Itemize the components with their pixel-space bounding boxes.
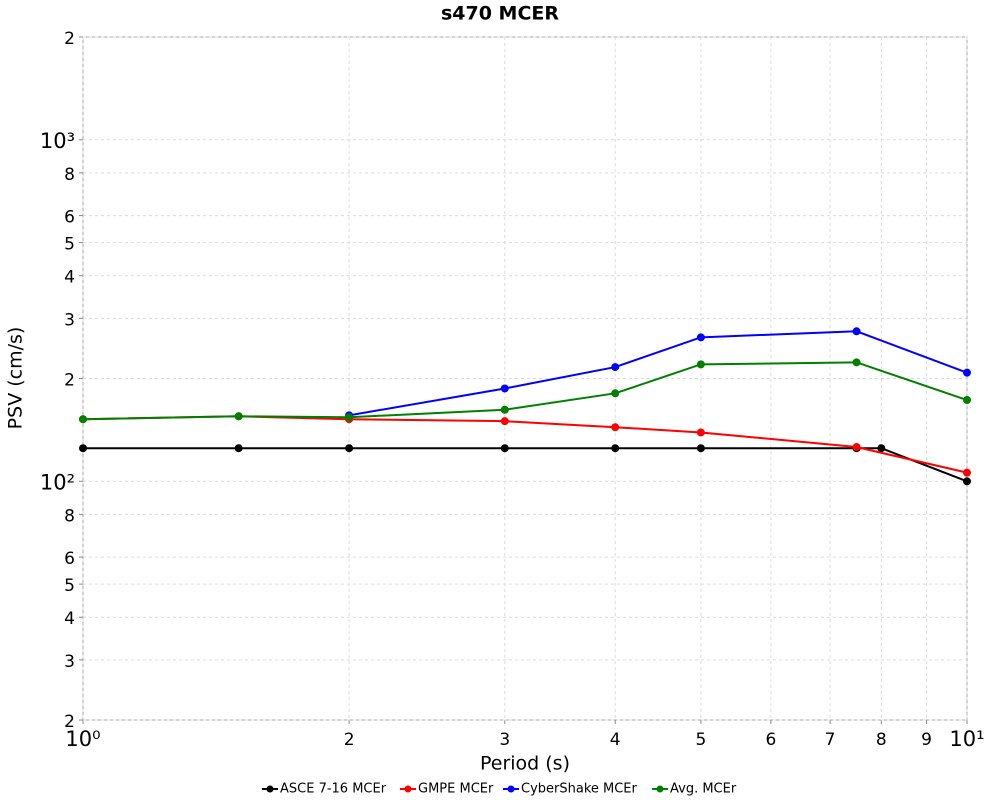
legend-marker <box>266 785 274 793</box>
legend-label: CyberShake MCEr <box>521 782 638 797</box>
legend-label: GMPE MCEr <box>418 782 494 797</box>
data-point <box>852 327 861 336</box>
x-tick-label: 3 <box>499 730 510 750</box>
x-tick-label: 8 <box>876 730 887 750</box>
data-point <box>696 428 705 437</box>
y-tick-label: 10³ <box>40 129 75 153</box>
legend-marker <box>404 785 412 793</box>
legend-label: Avg. MCEr <box>670 782 737 797</box>
legend-marker <box>656 785 664 793</box>
data-point <box>611 389 620 398</box>
data-point <box>877 444 886 453</box>
data-point <box>852 358 861 367</box>
chart-title: s470 MCER <box>441 3 559 25</box>
x-tick-label: 5 <box>695 730 706 750</box>
y-tick-label: 5 <box>64 576 75 596</box>
y-tick-label: 3 <box>64 310 75 330</box>
series-line <box>82 361 968 421</box>
x-tick-label: 4 <box>610 730 621 750</box>
x-tick-label: 9 <box>921 730 932 750</box>
y-tick-label: 8 <box>64 165 75 185</box>
data-point <box>611 423 620 432</box>
series-line <box>348 330 968 417</box>
data-point <box>500 417 509 426</box>
data-point <box>963 468 971 477</box>
x-axis-label: Period (s) <box>480 753 570 775</box>
data-point <box>345 444 354 453</box>
legend-marker <box>507 785 515 793</box>
y-tick-label: 4 <box>64 609 75 629</box>
x-tick-label: 10⁰ <box>65 727 100 751</box>
data-point <box>611 363 620 372</box>
data-point <box>852 443 861 452</box>
data-point <box>234 444 243 453</box>
y-axis-label: PSV (cm/s) <box>5 327 27 430</box>
data-point <box>963 368 971 377</box>
y-tick-label: 2 <box>64 371 75 391</box>
y-tick-label: 4 <box>64 268 75 288</box>
data-point <box>345 413 354 422</box>
y-tick-label: 5 <box>64 235 75 255</box>
x-tick-label: 6 <box>765 730 776 750</box>
data-point <box>611 444 620 453</box>
y-tick-label: 8 <box>64 506 75 526</box>
y-tick-label: 10² <box>40 470 75 494</box>
data-point <box>234 412 243 421</box>
data-point <box>963 477 971 486</box>
y-tick-label: 2 <box>64 712 75 732</box>
data-point <box>500 384 509 393</box>
data-point <box>79 444 87 453</box>
x-tick-label: 2 <box>344 730 355 750</box>
data-point <box>79 415 87 424</box>
data-point <box>963 396 971 405</box>
plot-area <box>82 36 968 721</box>
y-tick-label: 6 <box>64 549 75 569</box>
y-tick-label: 3 <box>64 652 75 672</box>
data-point <box>696 333 705 342</box>
data-point <box>500 405 509 414</box>
data-point <box>500 444 509 453</box>
y-tick-label: 6 <box>64 208 75 228</box>
x-tick-label: 10¹ <box>949 727 984 751</box>
x-tick-label: 7 <box>825 730 836 750</box>
data-point <box>696 444 705 453</box>
legend-label: ASCE 7-16 MCEr <box>280 782 387 797</box>
data-point <box>696 360 705 369</box>
y-tick-label: 2 <box>64 29 75 49</box>
